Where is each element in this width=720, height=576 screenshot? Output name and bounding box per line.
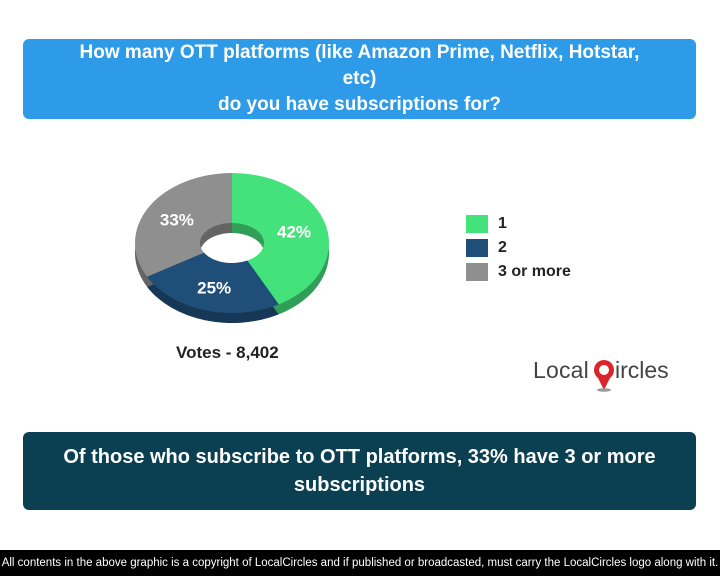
slice-label-2: 25%: [197, 278, 231, 297]
finding-line-2: subscriptions: [293, 474, 426, 496]
logo-text-left: Local: [533, 357, 589, 383]
slice-1: [232, 173, 329, 305]
slice-3-or-more: [134, 173, 232, 277]
slice-2: [146, 252, 279, 313]
legend-swatch: [466, 239, 488, 257]
question-banner: How many OTT platforms (like Amazon Prim…: [23, 39, 696, 119]
legend-label: 3 or more: [498, 263, 571, 280]
chart-legend: 1 2 3 or more: [466, 212, 571, 284]
donut-chart: 42% 25% 33%: [134, 173, 329, 323]
question-line-1: How many OTT platforms (like Amazon Prim…: [79, 42, 640, 89]
legend-label: 1: [498, 215, 507, 232]
legend-item: 3 or more: [466, 260, 571, 284]
localcircles-logo: Local ircles: [533, 357, 669, 392]
legend-swatch: [466, 263, 488, 281]
finding-text: Of those who subscribe to OTT platforms,…: [63, 443, 655, 499]
logo-text-right: ircles: [615, 357, 669, 383]
copyright-footer: All contents in the above graphic is a c…: [0, 550, 720, 576]
votes-count: Votes - 8,402: [176, 343, 279, 362]
logo-pin-icon: [594, 360, 614, 392]
question-text: How many OTT platforms (like Amazon Prim…: [63, 40, 656, 118]
slice-label-3-or-more: 33%: [160, 210, 194, 229]
finding-banner: Of those who subscribe to OTT platforms,…: [23, 432, 696, 510]
legend-item: 1: [466, 212, 571, 236]
legend-swatch: [466, 215, 488, 233]
legend-label: 2: [498, 239, 507, 256]
question-line-2: do you have subscriptions for?: [218, 94, 501, 115]
finding-line-1: Of those who subscribe to OTT platforms,…: [63, 446, 656, 468]
legend-item: 2: [466, 236, 571, 260]
slice-label-1: 42%: [277, 223, 311, 242]
